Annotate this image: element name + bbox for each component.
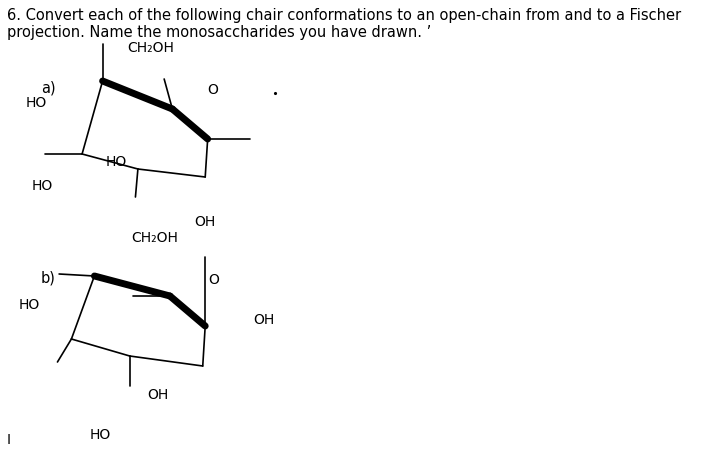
Text: OH: OH — [147, 388, 168, 402]
Text: HO: HO — [90, 428, 111, 442]
Text: O: O — [208, 273, 220, 287]
Text: CH₂OH: CH₂OH — [131, 231, 178, 245]
Text: a): a) — [41, 80, 56, 95]
Text: HO: HO — [32, 179, 53, 193]
Text: HO: HO — [26, 96, 47, 110]
Text: b): b) — [41, 270, 56, 285]
Text: 6. Convert each of the following chair conformations to an open-chain from and t: 6. Convert each of the following chair c… — [6, 8, 681, 40]
Text: HO: HO — [18, 298, 39, 312]
Text: O: O — [207, 83, 217, 97]
Text: OH: OH — [253, 313, 274, 327]
Text: OH: OH — [195, 215, 216, 229]
Text: HO: HO — [106, 155, 127, 169]
Text: I: I — [6, 433, 11, 447]
Text: CH₂OH: CH₂OH — [127, 41, 174, 55]
